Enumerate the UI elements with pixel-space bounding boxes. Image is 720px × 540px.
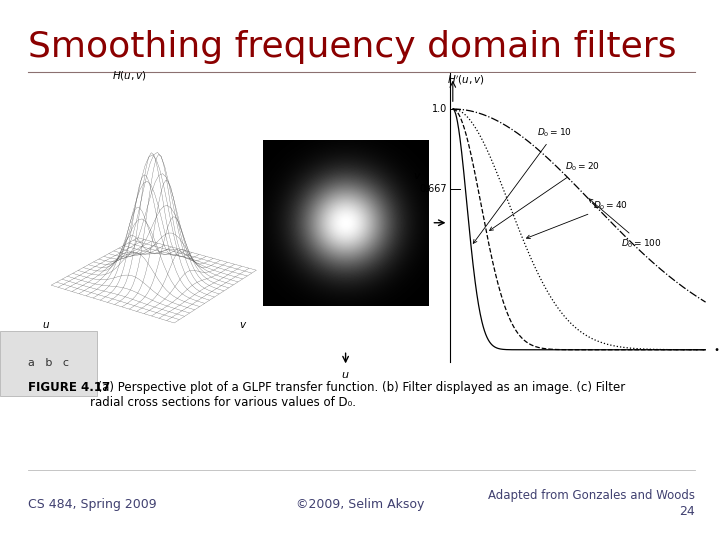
Text: 24: 24 [679, 505, 695, 518]
Text: $H'(u,v)$: $H'(u,v)$ [447, 73, 485, 87]
Text: $u$: $u$ [341, 370, 350, 380]
Text: $D_0 = 10$: $D_0 = 10$ [473, 127, 572, 244]
Text: Smoothing frequency domain filters: Smoothing frequency domain filters [28, 30, 677, 64]
Text: a   b   c: a b c [28, 359, 69, 368]
Text: Adapted from Gonzales and Woods: Adapted from Gonzales and Woods [488, 489, 695, 502]
Text: $v$: $v$ [413, 171, 422, 181]
Text: FIGURE 4.17: FIGURE 4.17 [28, 381, 110, 394]
Text: ©2009, Selim Aksoy: ©2009, Selim Aksoy [296, 498, 424, 511]
Text: $v$: $v$ [239, 320, 247, 330]
Text: $D_0 = 100$: $D_0 = 100$ [589, 199, 662, 250]
Text: $u$: $u$ [42, 320, 50, 330]
Text: $H(u,v)$: $H(u,v)$ [112, 69, 147, 82]
Text: CS 484, Spring 2009: CS 484, Spring 2009 [28, 498, 157, 511]
Text: 0.667: 0.667 [420, 184, 447, 194]
Text: $v$: $v$ [451, 218, 459, 228]
Text: $\bullet\ D(u,v)$: $\bullet\ D(u,v)$ [713, 343, 720, 356]
Text: (a) Perspective plot of a GLPF transfer function. (b) Filter displayed as an ima: (a) Perspective plot of a GLPF transfer … [90, 381, 625, 409]
Text: $D_0 = 40$: $D_0 = 40$ [526, 199, 629, 239]
Text: 1.0: 1.0 [432, 104, 447, 114]
Text: $D_0 = 20$: $D_0 = 20$ [490, 160, 600, 231]
